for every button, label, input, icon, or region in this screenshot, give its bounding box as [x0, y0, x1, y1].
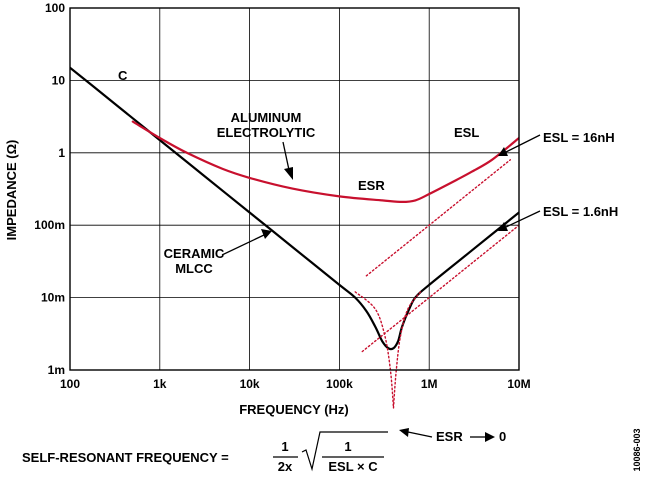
grid-layer	[70, 8, 519, 370]
x-axis-label: FREQUENCY (Hz)	[239, 402, 349, 417]
y-tick-label: 1	[58, 146, 65, 160]
resonance-dip-right	[392, 291, 422, 409]
formula-num1: 1	[281, 439, 288, 454]
label-electrolytic: ELECTROLYTIC	[217, 125, 316, 140]
formula-radical-sign	[301, 431, 388, 472]
formula-lhs: SELF-RESONANT FREQUENCY =	[22, 450, 229, 465]
aluminum-electrolytic-curve	[131, 120, 519, 204]
resonance-dip-left	[354, 291, 395, 409]
label-mlcc: MLCC	[175, 261, 213, 276]
label-esr: ESR	[358, 178, 385, 193]
self-resonant-formula: SELF-RESONANT FREQUENCY = 1 2x 1 ESL × C	[22, 431, 388, 474]
label-esl: ESL	[454, 125, 479, 140]
annotation-layer: C ALUMINUM ELECTROLYTIC ESL ESR ESL = 16…	[118, 68, 618, 444]
figure-id: 10086-003	[632, 428, 642, 471]
formula-den2: ESL × C	[328, 459, 378, 474]
formula-num2: 1	[344, 439, 351, 454]
plot-frame	[69, 7, 520, 371]
x-tick-label: 10M	[507, 377, 530, 391]
label-esl-16nh: ESL = 16nH	[543, 130, 615, 145]
ceramic-arrow	[221, 229, 272, 256]
esl-16nh-asymptote	[365, 159, 511, 277]
label-aluminum: ALUMINUM	[231, 110, 302, 125]
label-c: C	[118, 68, 128, 83]
x-tick-label: 1M	[421, 377, 438, 391]
y-tick-label: 10	[52, 73, 66, 87]
y-tick-label: 100	[45, 1, 65, 15]
esr-zero-left-arrow	[399, 428, 433, 438]
y-axis-label: IMPEDANCE (Ω)	[4, 140, 19, 241]
x-tick-label: 1k	[153, 377, 167, 391]
y-tick-label: 1m	[48, 363, 65, 377]
y-tick-label: 10m	[41, 291, 65, 305]
formula-den1: 2x	[278, 459, 293, 474]
y-tick-label: 100m	[34, 218, 65, 232]
x-tick-label: 100k	[326, 377, 353, 391]
esl-16nh-arrow	[498, 134, 541, 156]
series-layer	[70, 66, 519, 409]
label-esl-1-6nh: ESL = 1.6nH	[543, 204, 618, 219]
x-tick-label: 10k	[240, 377, 260, 391]
esr-zero-right-arrow	[470, 432, 495, 442]
esl-1-6nh-arrow	[498, 210, 541, 231]
esl-1-6nh-asymptote	[361, 224, 519, 353]
label-ceramic: CERAMIC	[164, 246, 225, 261]
x-tick-label: 100	[60, 377, 80, 391]
label-esr-to-zero: ESR	[436, 429, 463, 444]
label-zero: 0	[499, 429, 506, 444]
tick-label-layer: 100 1k 10k 100k 1M 10M 1m 10m 100m 1 10 100	[34, 1, 530, 391]
aluminum-arrow	[282, 141, 293, 180]
